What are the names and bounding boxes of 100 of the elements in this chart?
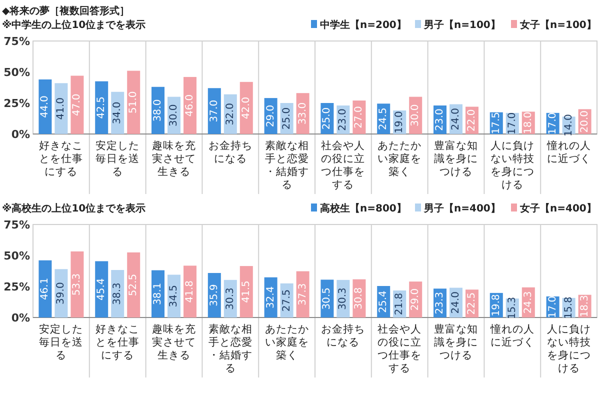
x-tick-label: 人に負けない特技を身につける <box>546 324 591 374</box>
y-tick-label: 50% <box>4 66 30 79</box>
data-label: 30.3 <box>224 288 236 310</box>
data-label: 20.0 <box>579 110 590 133</box>
data-label: 24.5 <box>378 108 390 130</box>
data-label: 17.0 <box>506 112 518 135</box>
y-tick-label: 0% <box>11 128 30 141</box>
x-tick-label: 安定した毎日を送る <box>96 139 140 178</box>
data-label: 17.5 <box>490 112 502 134</box>
chart-subtitle: ※高校生の上位10位までを表示 <box>2 202 146 214</box>
bar <box>296 271 310 318</box>
bar <box>38 260 52 318</box>
data-label: 38.0 <box>152 99 164 122</box>
bar <box>95 81 108 134</box>
data-label: 27.5 <box>281 289 292 312</box>
data-label: 44.0 <box>40 96 51 118</box>
data-label: 39.0 <box>56 282 67 304</box>
bar <box>240 266 253 318</box>
bar <box>38 79 52 134</box>
data-label: 37.3 <box>297 283 308 306</box>
bar <box>70 251 84 318</box>
bar <box>95 261 108 318</box>
legend-label: 男子【n=100】 <box>423 19 500 31</box>
data-label: 24.3 <box>522 291 534 314</box>
y-tick-label: 75% <box>4 218 30 232</box>
data-label: 41.5 <box>240 280 252 303</box>
x-tick-label: あたたかい家庭を築く <box>378 140 422 178</box>
legend-label: 男子【n=400】 <box>423 202 500 214</box>
chart-title: ◆将来の夢［複数回答形式］ <box>2 5 130 17</box>
x-tick-label: あたたかい家庭を築く <box>264 324 309 362</box>
data-label: 41.0 <box>56 97 67 120</box>
data-label: 14.0 <box>563 114 574 136</box>
x-tick-label: 好きなことを仕事にする <box>39 140 84 178</box>
data-label: 24.0 <box>450 291 462 314</box>
data-label: 37.0 <box>208 100 220 122</box>
x-tick-label: 人に負けない特技を身につける <box>490 140 534 191</box>
chart-subtitle: ※中学生の上位10位までを表示 <box>2 19 146 31</box>
data-label: 17.0 <box>547 296 558 318</box>
legend-label: 女子【n=100】 <box>519 19 596 31</box>
data-label: 52.5 <box>128 274 140 296</box>
data-label: 30.8 <box>354 287 365 310</box>
x-tick-label: 社会や人の役に立つ仕事をする <box>321 139 366 191</box>
data-label: 33.0 <box>297 102 308 125</box>
x-tick-label: 豊富な知識を身につける <box>434 139 478 178</box>
bar <box>184 266 196 318</box>
y-tick-label: 25% <box>4 280 30 294</box>
data-label: 32.0 <box>224 103 236 126</box>
x-tick-label: お金持ちになる <box>208 140 252 165</box>
legend-label: 中学生【n=200】 <box>320 19 406 31</box>
bar <box>127 70 140 134</box>
data-label: 46.1 <box>40 278 51 300</box>
data-label: 15.3 <box>506 296 518 320</box>
data-label: 18.3 <box>579 295 590 318</box>
data-label: 19.0 <box>394 111 406 134</box>
data-label: 34.5 <box>168 284 180 308</box>
data-label: 30.5 <box>322 287 333 310</box>
x-tick-label: 憧れの人に近づく <box>546 139 591 165</box>
data-label: 23.3 <box>434 292 446 314</box>
x-tick-label: 素敵な相手と恋愛・結婚する <box>264 139 309 191</box>
x-tick-label: 趣味を充実させて生きる <box>152 322 196 362</box>
bar <box>70 76 84 134</box>
data-label: 27.0 <box>354 106 365 128</box>
data-label: 53.3 <box>72 273 83 296</box>
y-tick-label: 75% <box>4 35 30 48</box>
data-label: 30.0 <box>168 104 180 127</box>
data-label: 25.4 <box>378 290 390 313</box>
data-label: 17.0 <box>547 112 558 135</box>
data-label: 42.5 <box>96 96 108 119</box>
data-label: 35.9 <box>208 284 220 306</box>
data-label: 38.3 <box>112 282 124 305</box>
data-label: 24.0 <box>450 108 462 130</box>
y-tick-label: 50% <box>4 250 30 262</box>
x-tick-label: 趣味を充実させて生きる <box>152 139 196 178</box>
data-label: 25.0 <box>281 107 292 130</box>
data-label: 30.3 <box>338 288 349 310</box>
data-label: 21.8 <box>394 292 406 316</box>
x-tick-label: 安定した毎日を送る <box>39 322 84 362</box>
data-label: 29.0 <box>410 288 422 311</box>
data-label: 42.0 <box>240 96 252 120</box>
data-label: 32.4 <box>265 286 276 309</box>
data-label: 38.1 <box>152 282 164 306</box>
bar <box>127 252 140 318</box>
data-label: 34.0 <box>112 102 124 124</box>
x-tick-label: 素敵な相手と恋愛・結婚する <box>208 322 252 374</box>
data-label: 51.0 <box>128 91 140 114</box>
data-label: 46.0 <box>184 94 196 117</box>
data-label: 22.5 <box>466 292 478 315</box>
data-label: 47.0 <box>72 94 83 116</box>
x-tick-label: 豊富な知識を身につける <box>434 322 478 362</box>
data-label: 29.0 <box>265 104 276 128</box>
data-label: 23.0 <box>338 108 349 131</box>
legend-label: 高校生【n=800】 <box>320 202 406 214</box>
x-tick-label: 憧れの人に近づく <box>489 322 534 348</box>
data-label: 25.0 <box>322 107 333 130</box>
x-tick-label: 好きなことを仕事にする <box>96 324 140 362</box>
data-label: 18.0 <box>522 112 534 134</box>
data-label: 22.0 <box>466 109 478 132</box>
bar <box>54 83 68 134</box>
y-tick-label: 0% <box>11 312 30 324</box>
data-label: 15.8 <box>563 296 574 319</box>
